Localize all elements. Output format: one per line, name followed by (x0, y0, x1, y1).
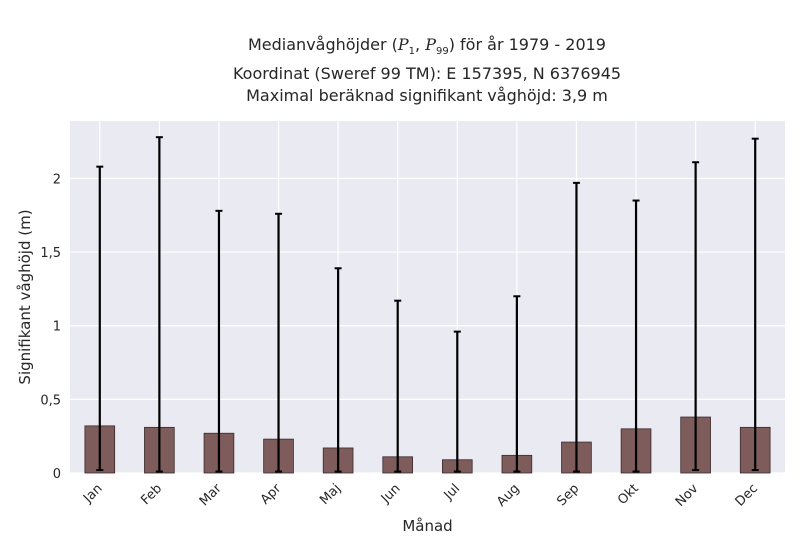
error-bar-dec (751, 137, 759, 472)
title-line-1: Medianvåghöjder (P1, P99) för år 1979 - … (248, 35, 606, 58)
x-tick-label: Sep (554, 481, 582, 509)
plot-area (70, 121, 785, 473)
error-bar-apr (275, 212, 283, 473)
x-tick-label: Feb (138, 481, 165, 508)
error-bar-jul (453, 330, 461, 473)
y-tick-label: 0,5 (40, 393, 61, 408)
x-tick-label: Jun (378, 481, 404, 507)
error-bar-maj (334, 267, 342, 473)
y-tick-label: 0 (53, 467, 61, 482)
x-tick-label: Apr (258, 481, 285, 508)
x-tick-label: Okt (615, 481, 642, 508)
error-bar-jan (96, 165, 104, 472)
y-gridlines (70, 177, 785, 474)
error-bar-okt (632, 199, 640, 473)
error-bar-aug (513, 295, 521, 473)
x-tick-label: Jul (441, 481, 463, 503)
error-bar-sep (572, 181, 580, 473)
error-bar-jun (394, 299, 402, 473)
y-tick-label: 2 (53, 172, 61, 187)
x-tick-label: Dec (733, 481, 761, 509)
x-tick-labels: Jan Feb Mar Apr Maj Jun Jul Aug Sep Okt Nov Dec (80, 481, 761, 510)
error-bar-feb (155, 136, 163, 473)
y-tick-labels: 0 0,5 1 1,5 2 (40, 172, 61, 482)
y-tick-label: 1 (53, 320, 61, 335)
x-tick-label: Jan (80, 481, 105, 506)
x-tick-label: Aug (494, 481, 523, 510)
error-bars (96, 136, 759, 473)
title-line-3: Maximal beräknad signifikant våghöjd: 3,… (246, 86, 608, 106)
y-tick-label: 1,5 (40, 246, 61, 261)
x-tick-label: Nov (673, 481, 702, 510)
chart-title: Medianvåghöjder (P1, P99) för år 1979 - … (0, 34, 800, 107)
x-tick-label: Mar (197, 481, 225, 509)
title-line-2: Koordinat (Sweref 99 TM): E 157395, N 63… (232, 64, 622, 84)
error-bar-mar (215, 209, 223, 473)
x-axis-label: Månad (402, 517, 452, 535)
x-tick-label: Maj (317, 481, 344, 508)
error-bar-nov (692, 161, 700, 472)
y-axis-label: Signifikant våghöjd (m) (16, 209, 34, 384)
